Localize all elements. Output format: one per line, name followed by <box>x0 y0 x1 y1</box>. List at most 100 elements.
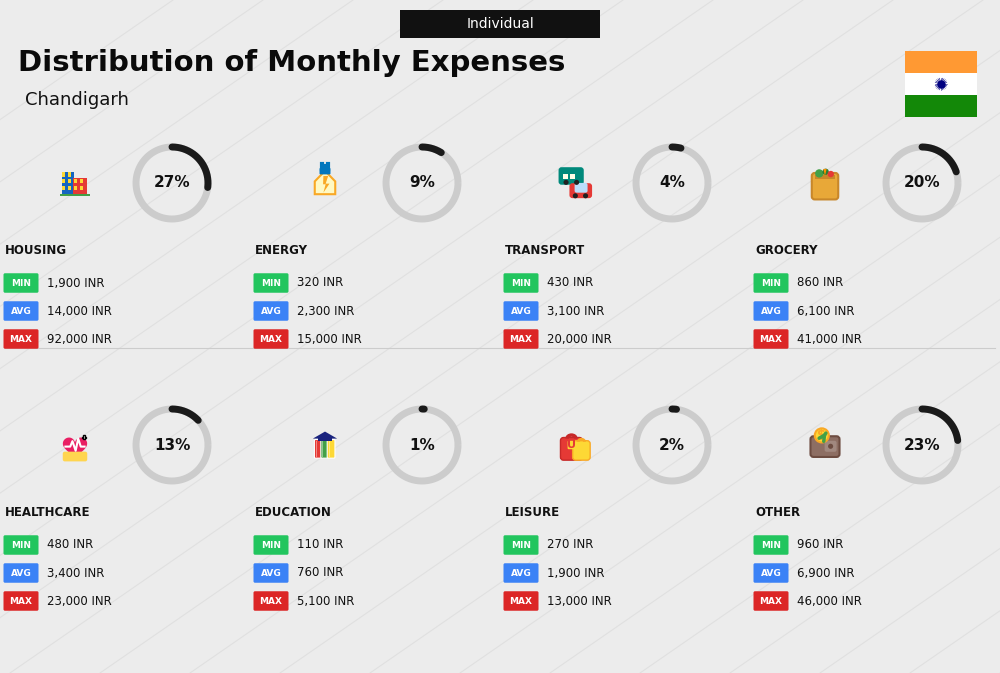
FancyBboxPatch shape <box>254 302 288 321</box>
FancyBboxPatch shape <box>754 535 788 555</box>
Text: AVG: AVG <box>761 306 781 316</box>
FancyBboxPatch shape <box>4 563 38 583</box>
FancyBboxPatch shape <box>573 441 590 460</box>
Circle shape <box>583 193 588 199</box>
Text: AVG: AVG <box>511 306 531 316</box>
Text: OTHER: OTHER <box>755 507 800 520</box>
Text: MAX: MAX <box>510 596 532 606</box>
Text: 3,100 INR: 3,100 INR <box>547 304 604 318</box>
Text: $: $ <box>817 429 826 442</box>
FancyBboxPatch shape <box>754 302 788 321</box>
Polygon shape <box>323 176 329 192</box>
Text: AVG: AVG <box>261 569 281 577</box>
FancyBboxPatch shape <box>62 179 65 183</box>
Text: 320 INR: 320 INR <box>297 277 343 289</box>
Text: AVG: AVG <box>511 569 531 577</box>
FancyBboxPatch shape <box>560 437 582 460</box>
Circle shape <box>828 171 834 177</box>
Text: 6,900 INR: 6,900 INR <box>797 567 854 579</box>
FancyBboxPatch shape <box>504 273 538 293</box>
FancyBboxPatch shape <box>73 178 87 195</box>
Text: ENERGY: ENERGY <box>255 244 308 258</box>
Text: AVG: AVG <box>261 306 281 316</box>
FancyBboxPatch shape <box>815 176 835 179</box>
Text: AVG: AVG <box>761 569 781 577</box>
FancyBboxPatch shape <box>82 437 86 438</box>
FancyBboxPatch shape <box>504 535 538 555</box>
Text: 1%: 1% <box>409 437 435 452</box>
Text: 3,400 INR: 3,400 INR <box>47 567 104 579</box>
FancyBboxPatch shape <box>62 172 65 176</box>
Circle shape <box>563 180 569 185</box>
Text: Individual: Individual <box>466 17 534 31</box>
Text: TRANSPORT: TRANSPORT <box>505 244 585 258</box>
FancyBboxPatch shape <box>504 329 538 349</box>
Circle shape <box>815 428 829 442</box>
FancyBboxPatch shape <box>754 592 788 611</box>
Text: MIN: MIN <box>511 279 531 287</box>
FancyBboxPatch shape <box>504 563 538 583</box>
FancyBboxPatch shape <box>559 167 584 184</box>
Text: Chandigarh: Chandigarh <box>25 91 129 109</box>
Text: 860 INR: 860 INR <box>797 277 843 289</box>
FancyBboxPatch shape <box>905 51 977 73</box>
FancyBboxPatch shape <box>83 435 85 439</box>
Text: LEISURE: LEISURE <box>505 507 560 520</box>
Text: 270 INR: 270 INR <box>547 538 593 551</box>
Text: 14,000 INR: 14,000 INR <box>47 304 112 318</box>
FancyBboxPatch shape <box>504 302 538 321</box>
Text: MIN: MIN <box>11 279 31 287</box>
FancyBboxPatch shape <box>4 592 38 611</box>
Text: Distribution of Monthly Expenses: Distribution of Monthly Expenses <box>18 49 565 77</box>
Text: 23%: 23% <box>904 437 940 452</box>
Text: 20%: 20% <box>904 176 940 190</box>
FancyBboxPatch shape <box>810 436 840 457</box>
Text: MIN: MIN <box>11 540 31 549</box>
Text: 430 INR: 430 INR <box>547 277 593 289</box>
FancyBboxPatch shape <box>74 186 77 190</box>
Text: MAX: MAX <box>260 334 283 343</box>
Text: AVG: AVG <box>11 569 31 577</box>
Text: 9%: 9% <box>409 176 435 190</box>
FancyBboxPatch shape <box>754 273 788 293</box>
Text: 13,000 INR: 13,000 INR <box>547 594 612 608</box>
FancyBboxPatch shape <box>754 563 788 583</box>
Text: 13%: 13% <box>154 437 190 452</box>
Circle shape <box>815 169 823 178</box>
Text: EDUCATION: EDUCATION <box>255 507 332 520</box>
Text: 92,000 INR: 92,000 INR <box>47 332 112 345</box>
FancyBboxPatch shape <box>60 194 90 196</box>
Text: 23,000 INR: 23,000 INR <box>47 594 112 608</box>
Polygon shape <box>313 431 337 439</box>
FancyBboxPatch shape <box>327 439 335 458</box>
Text: 46,000 INR: 46,000 INR <box>797 594 862 608</box>
Text: HEALTHCARE: HEALTHCARE <box>5 507 90 520</box>
Text: 6,100 INR: 6,100 INR <box>797 304 854 318</box>
Text: MIN: MIN <box>511 540 531 549</box>
Text: MAX: MAX <box>10 596 32 606</box>
FancyBboxPatch shape <box>4 302 38 321</box>
FancyBboxPatch shape <box>254 329 288 349</box>
Text: GROCERY: GROCERY <box>755 244 818 258</box>
FancyBboxPatch shape <box>4 329 38 349</box>
FancyBboxPatch shape <box>400 10 600 38</box>
FancyBboxPatch shape <box>62 172 74 195</box>
Polygon shape <box>315 171 335 194</box>
Text: U: U <box>567 440 576 450</box>
Text: MIN: MIN <box>761 279 781 287</box>
FancyBboxPatch shape <box>62 186 65 190</box>
Text: 960 INR: 960 INR <box>797 538 843 551</box>
FancyBboxPatch shape <box>504 592 538 611</box>
Polygon shape <box>823 169 827 176</box>
Text: 760 INR: 760 INR <box>297 567 343 579</box>
Text: 480 INR: 480 INR <box>47 538 93 551</box>
Text: 110 INR: 110 INR <box>297 538 343 551</box>
Text: 20,000 INR: 20,000 INR <box>547 332 612 345</box>
FancyBboxPatch shape <box>80 179 83 183</box>
Circle shape <box>574 180 579 185</box>
Circle shape <box>573 193 578 199</box>
Text: MIN: MIN <box>761 540 781 549</box>
Text: 1,900 INR: 1,900 INR <box>47 277 104 289</box>
FancyBboxPatch shape <box>254 563 288 583</box>
Text: 2,300 INR: 2,300 INR <box>297 304 354 318</box>
